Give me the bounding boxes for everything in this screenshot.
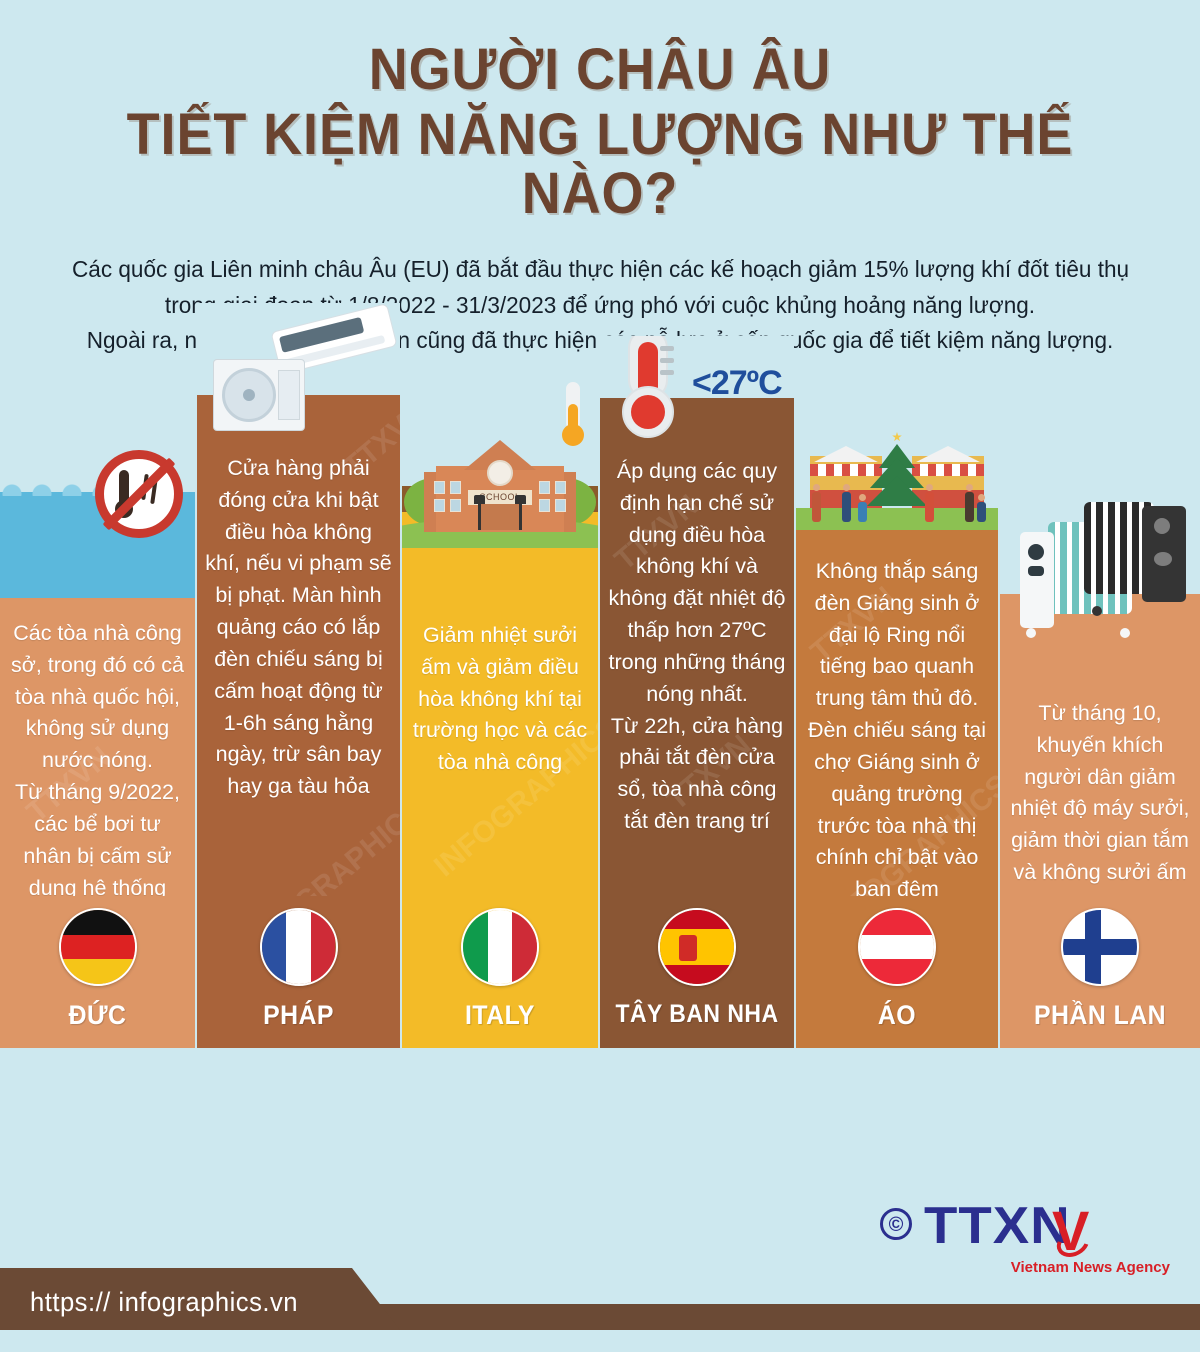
no-heating-sign-icon <box>95 450 183 538</box>
germany-text: Các tòa nhà công sở, trong đó có cả tòa … <box>10 621 185 931</box>
orange-thermometer-icon <box>562 382 584 446</box>
copyright-icon: © <box>880 1208 912 1240</box>
france-flag <box>259 908 338 986</box>
italy-flag <box>461 908 539 986</box>
country-name-spain: TÂY BAN NHA <box>615 1000 779 1028</box>
country-columns: Các tòa nhà công sở, trong đó có cả tòa … <box>0 303 1200 1048</box>
finland-scene <box>1000 498 1200 650</box>
spain-text: Áp dụng các quy định hạn chế sử dụng điề… <box>608 459 786 833</box>
column-austria: Không thắp sáng đèn Giáng sinh ở đại lộ … <box>796 408 998 1048</box>
austria-footer: ÁO <box>796 896 998 1048</box>
oil-heater-black-icon <box>1084 502 1194 616</box>
germany-scene <box>0 438 195 598</box>
column-italy: SCHOOL Giảm nhiệt sưởi ấm và <box>402 360 598 1048</box>
germany-flag <box>58 908 137 986</box>
finland-flag <box>1061 908 1139 986</box>
italy-footer: ITALY <box>402 896 598 1048</box>
spain-footer: TÂY BAN NHA <box>600 896 794 1048</box>
column-finland: Từ tháng 10, khuyến khích người dân giảm… <box>1000 498 1200 1048</box>
air-conditioner-outdoor-icon <box>213 359 305 431</box>
france-footer: PHÁP <box>197 896 400 1048</box>
column-germany: Các tòa nhà công sở, trong đó có cả tòa … <box>0 438 195 1048</box>
column-france: Cửa hàng phải đóng cửa khi bật điều hòa … <box>197 303 400 1048</box>
country-name-italy: ITALY <box>465 1000 535 1030</box>
france-text: Cửa hàng phải đóng cửa khi bật điều hòa … <box>205 456 392 799</box>
logo-accent-v: V <box>1052 1199 1090 1262</box>
country-name-finland: PHẦN LAN <box>1033 1000 1167 1030</box>
germany-footer: ĐỨC <box>0 896 195 1048</box>
spain-scene: <27ºC <box>600 336 794 444</box>
france-scene <box>197 303 400 443</box>
spain-flag <box>658 908 736 986</box>
logo-subtitle: Vietnam News Agency <box>1010 1259 1170 1276</box>
italy-scene: SCHOOL <box>402 360 598 560</box>
austria-scene <box>796 408 998 544</box>
ttxvn-logo: © TTXN V Vietnam News Agency <box>880 1196 1170 1276</box>
title-line-2: TIẾT KIỆM NĂNG LƯỢNG NHƯ THẾ NÀO? <box>126 102 1074 227</box>
logo-wordmark: TTXN <box>924 1197 1071 1255</box>
footer-url[interactable]: https:// infographics.vn <box>30 1287 299 1317</box>
country-name-france: PHÁP <box>263 1000 334 1030</box>
austria-text: Không thắp sáng đèn Giáng sinh ở đại lộ … <box>807 559 987 902</box>
title-line-1: NGƯỜI CHÂU ÂU <box>368 37 832 102</box>
italy-text: Giảm nhiệt sưởi ấm và giảm điều hòa khôn… <box>412 623 588 775</box>
temperature-badge: <27ºC <box>692 364 783 402</box>
finland-text: Từ tháng 10, khuyến khích người dân giảm… <box>1010 701 1190 916</box>
subtitle-line-1: Các quốc gia Liên minh châu Âu (EU) đã b… <box>72 256 1130 282</box>
country-name-germany: ĐỨC <box>68 1000 127 1030</box>
finland-footer: PHẦN LAN <box>1000 896 1200 1048</box>
thermometer-icon <box>614 336 682 438</box>
url-band <box>0 1268 400 1330</box>
country-name-austria: ÁO <box>877 1000 917 1030</box>
column-spain: <27ºC Áp dụng các quy định hạn chế sử dụ… <box>600 336 794 1048</box>
school-building-icon: SCHOOL <box>402 440 598 548</box>
austria-flag <box>858 908 936 986</box>
page-title: NGƯỜI CHÂU ÂU TIẾT KIỆM NĂNG LƯỢNG NHƯ T… <box>0 37 1200 227</box>
christmas-market-icon <box>796 424 998 544</box>
